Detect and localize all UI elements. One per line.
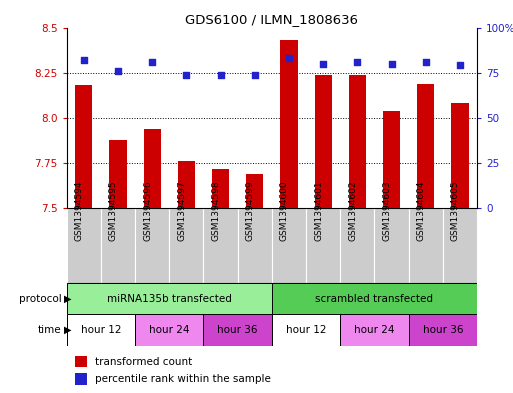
Text: hour 12: hour 12 (286, 325, 326, 335)
Text: GSM1394598: GSM1394598 (211, 180, 221, 241)
Bar (374, 208, 409, 283)
Point (251, 72, 259, 78)
Point (387, 61, 396, 67)
Bar (204, 314, 272, 346)
Text: hour 12: hour 12 (81, 325, 121, 335)
Bar (272, 283, 477, 314)
Bar (169, 208, 204, 283)
Point (456, 62, 464, 69)
Bar (75, 373, 87, 385)
Bar (101, 208, 135, 283)
Bar (75, 85, 92, 208)
Bar (67, 314, 135, 346)
Text: GSM1394600: GSM1394600 (280, 180, 289, 241)
Text: hour 24: hour 24 (149, 325, 189, 335)
Text: GSM1394596: GSM1394596 (143, 180, 152, 241)
Bar (340, 314, 409, 346)
Point (216, 72, 225, 78)
Bar (383, 111, 400, 208)
Text: ▶: ▶ (64, 325, 72, 335)
Bar (67, 283, 272, 314)
Bar (178, 161, 195, 208)
Text: GSM1394597: GSM1394597 (177, 180, 186, 241)
Bar (443, 208, 477, 283)
Point (182, 72, 190, 78)
Point (148, 59, 156, 65)
Bar (75, 356, 87, 367)
Text: GSM1394594: GSM1394594 (75, 180, 84, 241)
Bar (246, 174, 263, 208)
Point (353, 59, 362, 65)
Text: hour 36: hour 36 (423, 325, 463, 335)
Text: protocol: protocol (19, 294, 62, 304)
Bar (238, 208, 272, 283)
Text: GSM1394599: GSM1394599 (246, 180, 255, 241)
Text: hour 36: hour 36 (218, 325, 258, 335)
Point (114, 68, 122, 74)
Text: time: time (38, 325, 62, 335)
Bar (272, 208, 306, 283)
Bar (204, 208, 238, 283)
Text: GSM1394604: GSM1394604 (417, 180, 426, 241)
Text: miRNA135b transfected: miRNA135b transfected (107, 294, 232, 304)
Bar (409, 208, 443, 283)
Bar (272, 314, 340, 346)
Text: ▶: ▶ (64, 294, 72, 304)
Text: transformed count: transformed count (95, 356, 193, 367)
Bar (409, 314, 477, 346)
Bar (109, 140, 127, 208)
Bar (135, 208, 169, 283)
Point (80, 57, 88, 63)
Bar (281, 40, 298, 208)
Point (422, 59, 430, 65)
Bar (451, 103, 468, 208)
Title: GDS6100 / ILMN_1808636: GDS6100 / ILMN_1808636 (185, 13, 359, 26)
Bar (314, 75, 332, 208)
Text: scrambled transfected: scrambled transfected (315, 294, 433, 304)
Text: GSM1394601: GSM1394601 (314, 180, 323, 241)
Text: GSM1394605: GSM1394605 (451, 180, 460, 241)
Text: GSM1394603: GSM1394603 (383, 180, 391, 241)
Point (285, 55, 293, 61)
Text: percentile rank within the sample: percentile rank within the sample (95, 374, 271, 384)
Bar (306, 208, 340, 283)
Bar (349, 75, 366, 208)
Text: GSM1394595: GSM1394595 (109, 180, 118, 241)
Bar (67, 208, 101, 283)
Bar (144, 129, 161, 208)
Point (319, 61, 327, 67)
Bar (212, 169, 229, 208)
Bar (135, 314, 204, 346)
Text: hour 24: hour 24 (354, 325, 394, 335)
Bar (340, 208, 374, 283)
Text: GSM1394602: GSM1394602 (348, 180, 358, 241)
Bar (417, 84, 435, 208)
